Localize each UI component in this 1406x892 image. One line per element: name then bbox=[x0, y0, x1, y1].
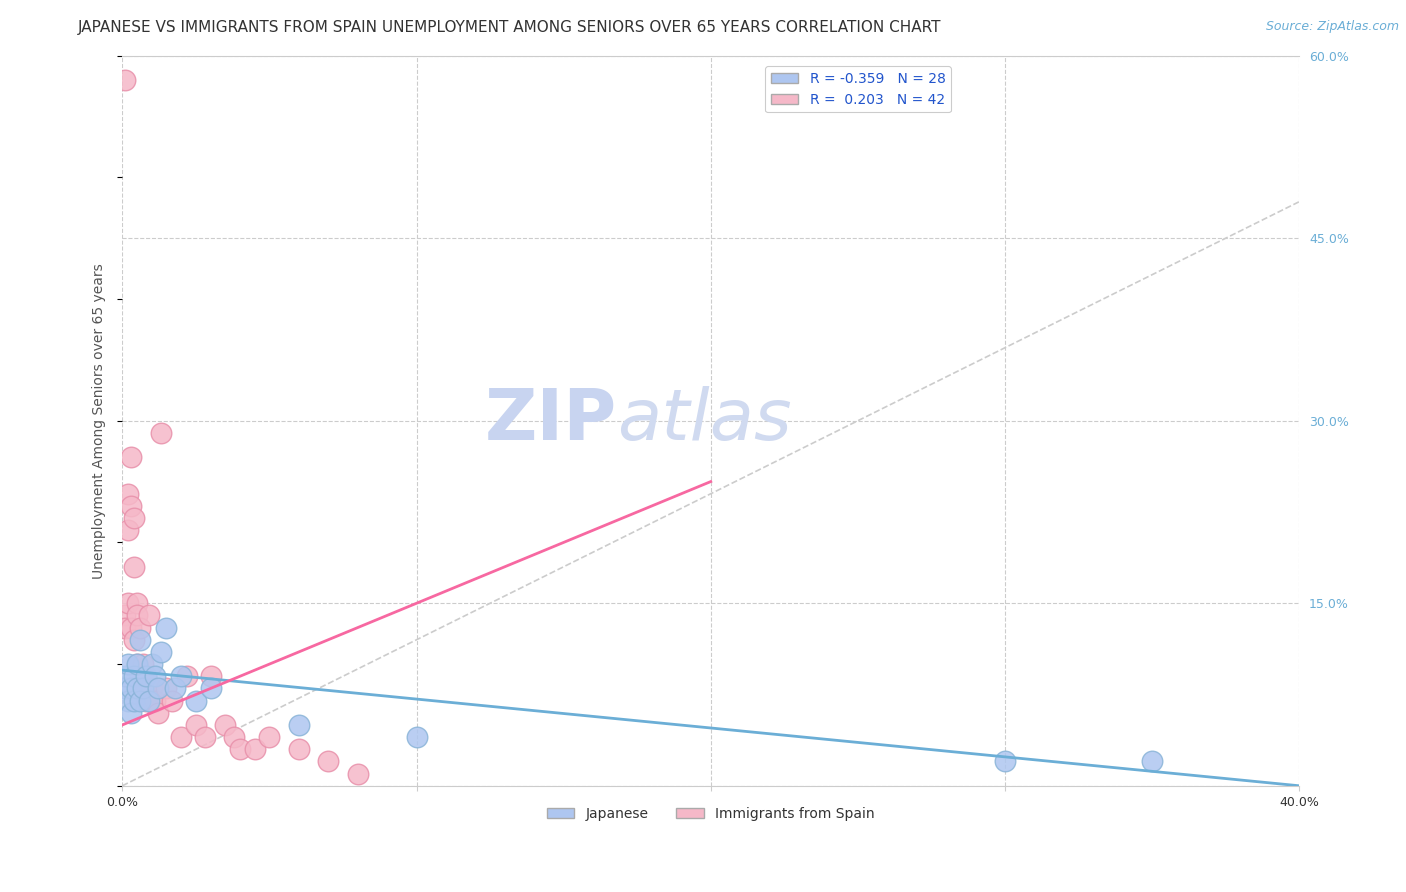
Point bbox=[143, 693, 166, 707]
Point bbox=[114, 621, 136, 635]
Point bbox=[259, 730, 281, 744]
Point bbox=[122, 669, 145, 683]
Point bbox=[114, 669, 136, 683]
Point bbox=[129, 693, 152, 707]
Point bbox=[170, 730, 193, 744]
Point bbox=[132, 657, 155, 672]
Point bbox=[149, 425, 172, 440]
Point bbox=[117, 693, 139, 707]
Point bbox=[316, 755, 339, 769]
Point bbox=[994, 755, 1017, 769]
Point bbox=[1140, 755, 1163, 769]
Point bbox=[120, 706, 142, 720]
Point bbox=[214, 718, 236, 732]
Point bbox=[120, 681, 142, 696]
Point bbox=[155, 681, 177, 696]
Point bbox=[125, 657, 148, 672]
Point bbox=[143, 669, 166, 683]
Point bbox=[122, 559, 145, 574]
Point bbox=[135, 693, 157, 707]
Point bbox=[117, 523, 139, 537]
Point bbox=[135, 669, 157, 683]
Point bbox=[138, 693, 160, 707]
Point bbox=[288, 742, 311, 756]
Point bbox=[243, 742, 266, 756]
Point bbox=[132, 681, 155, 696]
Point bbox=[125, 608, 148, 623]
Point bbox=[141, 681, 163, 696]
Point bbox=[117, 657, 139, 672]
Point bbox=[155, 621, 177, 635]
Point bbox=[146, 681, 169, 696]
Point bbox=[129, 669, 152, 683]
Point bbox=[117, 487, 139, 501]
Point bbox=[346, 766, 368, 780]
Point bbox=[125, 657, 148, 672]
Point bbox=[170, 669, 193, 683]
Point bbox=[229, 742, 252, 756]
Point bbox=[114, 73, 136, 87]
Point bbox=[141, 693, 163, 707]
Point bbox=[117, 596, 139, 610]
Point bbox=[120, 499, 142, 513]
Point bbox=[125, 681, 148, 696]
Point bbox=[165, 681, 187, 696]
Point bbox=[149, 645, 172, 659]
Text: JAPANESE VS IMMIGRANTS FROM SPAIN UNEMPLOYMENT AMONG SENIORS OVER 65 YEARS CORRE: JAPANESE VS IMMIGRANTS FROM SPAIN UNEMPL… bbox=[77, 20, 941, 35]
Point bbox=[224, 730, 246, 744]
Point bbox=[184, 693, 207, 707]
Point bbox=[405, 730, 427, 744]
Point bbox=[114, 681, 136, 696]
Text: atlas: atlas bbox=[617, 386, 792, 455]
Point bbox=[176, 669, 198, 683]
Text: ZIP: ZIP bbox=[484, 386, 617, 455]
Point bbox=[125, 596, 148, 610]
Point bbox=[135, 669, 157, 683]
Point bbox=[146, 706, 169, 720]
Point bbox=[120, 621, 142, 635]
Point bbox=[288, 718, 311, 732]
Y-axis label: Unemployment Among Seniors over 65 years: Unemployment Among Seniors over 65 years bbox=[93, 263, 107, 579]
Point bbox=[120, 450, 142, 465]
Point bbox=[129, 621, 152, 635]
Point bbox=[114, 608, 136, 623]
Point bbox=[122, 632, 145, 647]
Point bbox=[194, 730, 217, 744]
Point bbox=[162, 693, 184, 707]
Point bbox=[141, 657, 163, 672]
Point bbox=[200, 681, 222, 696]
Point bbox=[132, 681, 155, 696]
Legend: Japanese, Immigrants from Spain: Japanese, Immigrants from Spain bbox=[541, 801, 880, 826]
Point bbox=[122, 693, 145, 707]
Point bbox=[184, 718, 207, 732]
Point bbox=[122, 511, 145, 525]
Point bbox=[200, 669, 222, 683]
Text: Source: ZipAtlas.com: Source: ZipAtlas.com bbox=[1265, 20, 1399, 33]
Point bbox=[129, 632, 152, 647]
Point bbox=[138, 608, 160, 623]
